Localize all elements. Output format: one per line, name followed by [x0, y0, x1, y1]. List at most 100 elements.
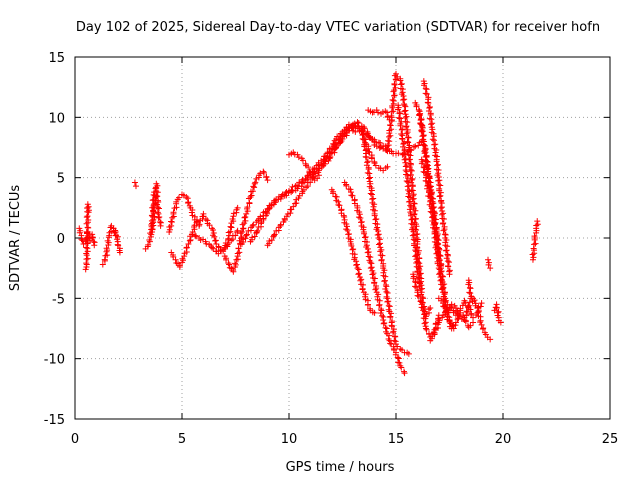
data-point: [452, 322, 459, 329]
data-point: [244, 204, 251, 211]
data-point: [418, 160, 425, 167]
data-point: [296, 179, 303, 186]
data-point: [154, 209, 161, 216]
data-point: [343, 226, 350, 233]
x-tick-label: 10: [281, 432, 298, 447]
data-point: [415, 293, 422, 300]
data-point: [531, 241, 538, 248]
data-point: [430, 204, 437, 211]
data-point: [423, 163, 430, 170]
data-point: [398, 80, 405, 87]
data-point: [335, 201, 342, 208]
data-point: [437, 198, 444, 205]
data-point: [431, 329, 438, 336]
data-point: [358, 127, 365, 134]
data-point: [432, 141, 439, 148]
data-point: [413, 284, 420, 291]
data-point: [166, 226, 173, 233]
data-point: [437, 252, 444, 259]
data-point: [373, 285, 380, 292]
data-point: [359, 135, 366, 142]
series-s2: [82, 201, 92, 273]
data-point: [356, 270, 363, 277]
data-point: [271, 231, 278, 238]
data-point: [405, 139, 412, 146]
y-tick-label: 0: [57, 232, 65, 247]
data-point: [418, 121, 425, 128]
data-point: [404, 129, 411, 136]
data-point: [290, 203, 297, 210]
data-point: [398, 126, 405, 133]
data-point: [251, 184, 258, 191]
data-point: [423, 91, 430, 98]
x-tick-label: 5: [178, 432, 186, 447]
y-tick-label: 10: [48, 111, 65, 126]
data-point: [412, 143, 419, 150]
data-point: [398, 364, 405, 371]
data-point: [344, 227, 351, 234]
data-point: [364, 169, 371, 176]
data-point: [485, 256, 492, 263]
data-point: [192, 232, 199, 239]
data-point: [85, 217, 92, 224]
data-point: [394, 343, 401, 350]
data-point: [415, 142, 422, 149]
y-tick-label: 5: [57, 172, 65, 187]
data-point: [416, 112, 423, 119]
data-point: [423, 326, 430, 333]
data-point: [444, 252, 451, 259]
data-point: [230, 213, 237, 220]
data-point: [316, 165, 323, 172]
data-point: [462, 299, 469, 306]
data-point: [251, 180, 258, 187]
data-point: [229, 216, 236, 223]
data-point: [374, 231, 381, 238]
data-point: [417, 120, 424, 127]
data-point: [299, 176, 306, 183]
data-point: [447, 304, 454, 311]
data-point: [437, 265, 444, 272]
data-point: [85, 224, 92, 231]
data-point: [427, 183, 434, 190]
data-point: [411, 211, 418, 218]
plot-frame: [74, 56, 611, 420]
data-point: [414, 230, 421, 237]
series-s26: [416, 108, 444, 272]
data-point: [288, 187, 295, 194]
data-point: [84, 255, 91, 262]
y-tick-label: 15: [48, 51, 65, 66]
data-point: [150, 203, 157, 210]
data-point: [428, 116, 435, 123]
data-point: [149, 226, 156, 233]
data-point: [268, 202, 275, 209]
data-point: [467, 306, 474, 313]
data-point: [440, 216, 447, 222]
data-point: [495, 308, 502, 315]
data-point: [376, 302, 383, 309]
data-point: [433, 225, 440, 232]
data-point: [414, 258, 421, 265]
data-point: [429, 136, 436, 143]
data-point: [156, 213, 163, 220]
data-point: [401, 370, 408, 377]
data-point: [409, 232, 416, 239]
data-point: [383, 325, 390, 332]
data-point: [404, 134, 411, 141]
data-point: [408, 203, 415, 210]
data-point: [251, 233, 258, 240]
data-point: [435, 173, 442, 180]
data-point: [436, 193, 443, 200]
data-point: [431, 220, 438, 227]
data-point: [395, 355, 402, 362]
data-point: [398, 346, 405, 353]
data-point: [394, 106, 401, 113]
data-point: [252, 179, 259, 186]
series-s11: [221, 168, 271, 275]
data-point: [380, 317, 387, 324]
data-point: [155, 198, 162, 205]
data-point: [391, 92, 397, 99]
data-point: [422, 313, 429, 320]
data-point: [410, 144, 417, 151]
data-point: [382, 285, 389, 292]
data-point: [412, 237, 419, 244]
